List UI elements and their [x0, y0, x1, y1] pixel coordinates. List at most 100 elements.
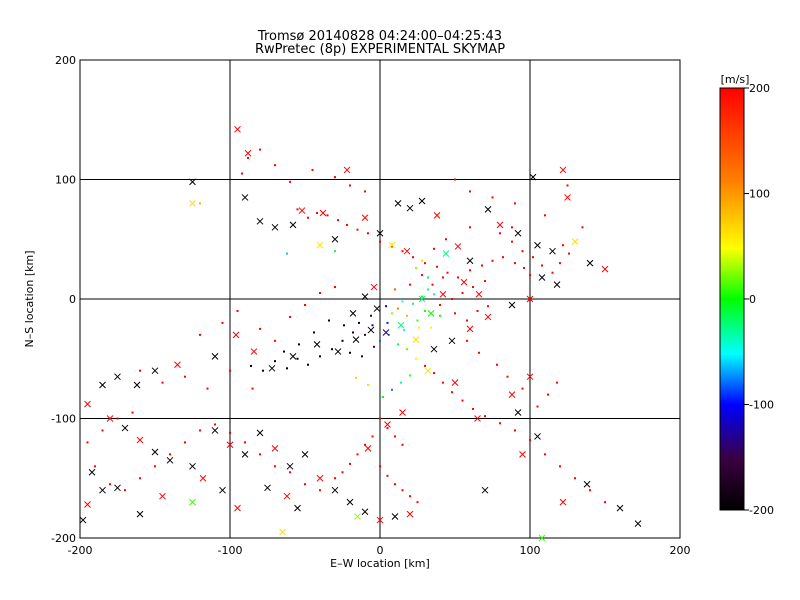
- data-point-dot: [296, 208, 299, 211]
- data-point-dot: [457, 276, 459, 279]
- data-point-dot: [544, 453, 546, 456]
- data-point-cross: [448, 337, 456, 345]
- data-point-dot: [331, 348, 333, 351]
- data-point-cross: [279, 528, 286, 536]
- data-point-cross: [474, 415, 481, 422]
- data-point-cross: [508, 391, 516, 398]
- data-point-dot: [523, 266, 525, 269]
- data-point-dot: [397, 307, 399, 310]
- data-point-cross: [232, 331, 240, 339]
- data-point-dot: [343, 324, 345, 327]
- data-point-dot: [334, 477, 336, 480]
- data-point-dot: [416, 319, 419, 322]
- chart-subtitle: RwPretec (8p) EXPERIMENTAL SKYMAP: [255, 42, 505, 57]
- data-point-dot: [391, 245, 393, 248]
- y-axis-label: N–S location [km]: [23, 250, 36, 347]
- data-point-cross: [313, 341, 321, 348]
- data-point-cross: [481, 486, 489, 494]
- data-point-dot: [316, 211, 318, 214]
- data-point-dot: [424, 262, 426, 265]
- data-point-dot: [139, 477, 141, 480]
- data-point-dot: [259, 453, 261, 456]
- data-point-dot: [289, 315, 291, 318]
- data-point-dot: [532, 256, 534, 259]
- data-point-cross: [99, 381, 106, 389]
- x-axis-label: E–W location [km]: [330, 557, 430, 570]
- data-point-dot: [424, 364, 426, 367]
- data-point-cross: [583, 480, 591, 488]
- data-point-dot: [319, 292, 321, 295]
- data-point-dot: [544, 214, 546, 217]
- data-point-dot: [259, 148, 261, 151]
- data-point-dot: [358, 321, 360, 324]
- data-point-cross: [367, 326, 375, 334]
- data-point-dot: [94, 465, 96, 468]
- data-point-dot: [466, 339, 468, 342]
- x-tick-label: 0: [377, 544, 384, 557]
- data-point-dot: [484, 280, 486, 283]
- data-point-dot: [229, 431, 231, 434]
- data-point-cross: [316, 474, 324, 482]
- plot-area: -200 -100 0 100 200 -200 -100 0 100 200: [51, 54, 690, 557]
- data-point-cross: [571, 238, 579, 245]
- chart-title: Tromsø 20140828 04:24:00–04:25:43: [257, 29, 502, 44]
- x-tick-label: -100: [218, 544, 243, 557]
- data-point-dot: [379, 339, 381, 342]
- data-point-dot: [394, 435, 396, 438]
- data-point-dot: [286, 367, 288, 370]
- data-point-dot: [589, 489, 591, 492]
- data-point-cross: [319, 209, 327, 217]
- data-point-cross: [376, 516, 384, 524]
- data-point-dot: [367, 232, 369, 235]
- data-point-cross: [424, 367, 432, 375]
- data-point-cross: [430, 345, 438, 353]
- data-point-dot: [446, 271, 449, 274]
- data-point-dot: [476, 309, 479, 312]
- data-point-cross: [529, 173, 537, 181]
- data-point-cross: [601, 265, 609, 273]
- data-point-cross: [244, 149, 252, 157]
- data-point-dot: [334, 286, 336, 289]
- data-point-cross: [403, 247, 411, 255]
- data-point-cross: [427, 309, 435, 317]
- data-point-dot: [433, 372, 435, 375]
- data-point-dot: [356, 228, 359, 231]
- data-point-dot: [221, 321, 224, 324]
- data-point-dot: [319, 355, 321, 358]
- data-point-dot: [274, 164, 276, 167]
- colorbar-tick-label: 100: [749, 188, 770, 201]
- data-point-dot: [511, 240, 513, 243]
- tick-layer: -200 -100 0 100 200 -200 -100 0 100 200: [51, 54, 690, 557]
- data-point-cross: [418, 295, 426, 303]
- data-point-dot: [568, 252, 570, 255]
- data-point-dot: [430, 326, 432, 329]
- data-point-cross: [294, 504, 301, 512]
- data-point-dot: [391, 312, 393, 315]
- data-point-dot: [496, 363, 498, 366]
- data-point-cross: [514, 229, 522, 237]
- data-point-cross: [634, 520, 642, 528]
- data-point-cross: [189, 200, 196, 207]
- data-point-dot: [109, 483, 111, 486]
- colorbar-gradient: [720, 88, 744, 510]
- data-point-cross: [211, 427, 219, 434]
- data-point-dot: [436, 265, 438, 268]
- data-point-dot: [421, 259, 423, 262]
- data-point-dot: [416, 501, 419, 504]
- data-point-cross: [121, 424, 129, 432]
- data-point-dot: [370, 314, 372, 317]
- data-point-cross: [199, 474, 207, 482]
- data-point-dot: [199, 202, 201, 205]
- data-point-cross: [189, 462, 196, 470]
- data-point-dot: [491, 196, 494, 199]
- data-point-cross: [451, 379, 459, 387]
- data-point-dot: [386, 427, 389, 430]
- data-point-cross: [189, 178, 196, 186]
- data-point-dot: [556, 381, 558, 384]
- data-point-dot: [397, 343, 399, 346]
- data-point-cross: [343, 166, 351, 174]
- data-point-cross: [271, 445, 279, 452]
- data-point-dot: [406, 348, 408, 351]
- data-point-cross: [538, 274, 546, 281]
- data-point-cross: [514, 409, 522, 416]
